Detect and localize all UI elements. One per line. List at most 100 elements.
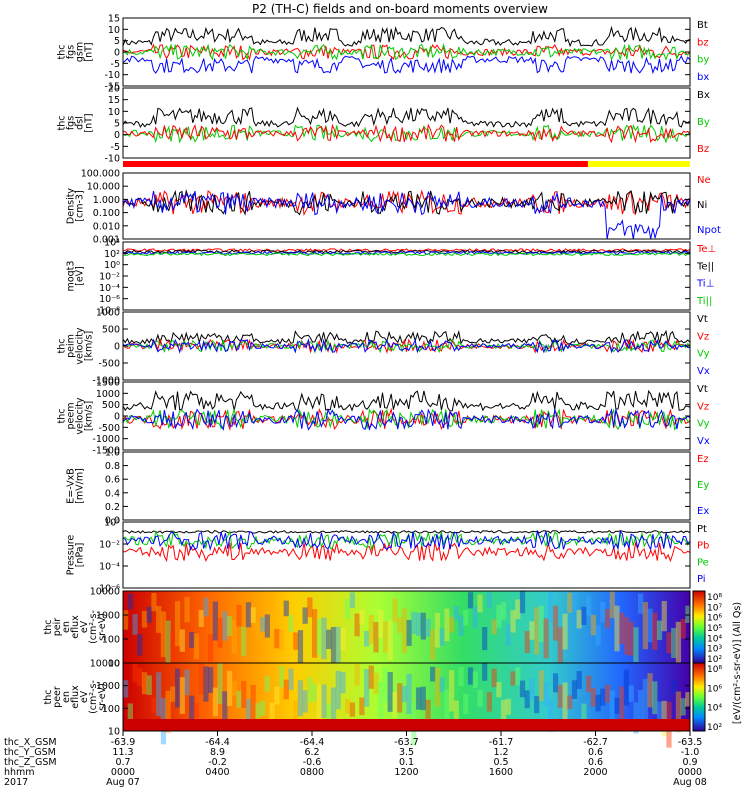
y-tick-label: -5	[111, 142, 120, 153]
y-tick-label: 15	[108, 95, 120, 106]
legend-entry-Pe: Pe	[697, 557, 709, 568]
y-axis-label: E=-VxB	[66, 468, 77, 503]
y-tick-label: -500	[98, 359, 120, 370]
spectrogram-cell	[137, 634, 143, 656]
spectrogram-cell	[642, 601, 648, 650]
spectrogram-cell	[326, 629, 332, 649]
colorbar-gradient	[692, 590, 706, 664]
legend-entry-Vt: Vt	[697, 384, 708, 395]
spectrogram-cell	[401, 685, 407, 703]
y-tick-label: 10⁰	[104, 260, 120, 271]
y-tick-label: 500	[102, 325, 120, 336]
y-axis-label: thc	[57, 45, 68, 60]
spectrogram-cell	[458, 666, 464, 687]
y-axis-label: sr-eV)	[97, 613, 108, 641]
axis-row-label: 2017	[4, 777, 28, 788]
series-line	[122, 252, 691, 257]
y-tick-label: 10⁻²	[99, 540, 120, 551]
panel-peir_spectrogram: 10000 1000 100 10 thcpeirenefluxeV(cm²-s-sr-…	[43, 587, 691, 675]
y-axis-label: (cm²-s-	[88, 610, 99, 644]
spectrogram-cell	[260, 700, 266, 716]
spectrogram-cell	[189, 695, 195, 724]
y-axis-label: [nT]	[84, 42, 95, 61]
spectrogram-cell	[123, 680, 129, 698]
y-tick-label: 10⁻⁴	[99, 562, 120, 573]
spectrogram-cell	[170, 686, 176, 702]
spectrogram-cell	[269, 702, 275, 725]
y-tick-label: 0	[114, 342, 120, 353]
spectrogram-cell	[628, 685, 634, 702]
spectrogram-cell	[548, 592, 554, 623]
legend-entry-Ne: Ne	[697, 175, 711, 186]
y-axis-label: thc	[57, 409, 68, 424]
spectrogram-cell	[274, 628, 280, 649]
spectrogram-cell	[529, 621, 535, 640]
y-axis-label: [mV/m]	[75, 468, 86, 504]
spectrogram-cell	[425, 618, 431, 637]
spectrogram-cell	[581, 703, 587, 723]
spectrogram-cell	[415, 612, 422, 636]
spectrogram-cell	[245, 698, 252, 728]
y-tick-label: 5	[114, 119, 120, 130]
spectrogram-cell	[543, 681, 549, 707]
series-line	[122, 190, 691, 240]
y-axis-label: gsm	[75, 42, 86, 62]
legend-entry-Ex: Ex	[697, 506, 709, 517]
series-line	[122, 407, 691, 431]
legend-entry-Bt: Bt	[697, 20, 708, 31]
y-tick-label: 15	[108, 14, 120, 25]
spectrogram-cell	[552, 605, 559, 641]
y-tick-label: 10⁻⁴	[99, 283, 120, 294]
panel-peem_velocity: 150010005000-500-1000-1500thcpeemvelocit…	[57, 378, 710, 457]
colorbar-tick-label: 10⁵	[707, 624, 722, 634]
spectrogram-cell	[595, 624, 601, 646]
spectrogram-cell	[411, 611, 417, 634]
mode-segment-red	[123, 161, 588, 167]
panel-frame-bg	[123, 382, 690, 450]
series-line	[122, 42, 691, 62]
spectrogram-cell	[250, 684, 256, 723]
z-gsm-value: 0.6	[588, 757, 603, 768]
y-tick-label: 10	[108, 727, 120, 738]
spectrogram-cell	[642, 678, 648, 725]
x-gsm-value: -63.9	[111, 737, 136, 748]
y-tick-label: 100	[102, 635, 120, 646]
y-axis-label: velocity	[75, 397, 86, 435]
colorbar-tick-label: 10⁸	[707, 593, 722, 603]
spectrogram-cell	[260, 617, 266, 632]
spectrogram-cell	[406, 673, 412, 714]
spectrogram-cell	[619, 686, 625, 721]
y-tick-label: 10	[108, 659, 120, 670]
y-tick-label: 0	[114, 412, 120, 423]
legend-entry-Ni: Ni	[697, 200, 707, 211]
spectrogram-cell	[198, 663, 204, 695]
spectrogram-cell	[496, 604, 502, 628]
x-gsm-value: -63.7	[394, 737, 419, 748]
spectrogram-cell	[482, 663, 488, 681]
x-gsm-value: -62.7	[583, 737, 608, 748]
y-axis-label: peer	[52, 686, 63, 708]
spectrogram-cell	[477, 594, 483, 613]
spectrogram-cell	[675, 691, 682, 733]
x-gsm-value: -64.4	[300, 737, 325, 748]
spectrogram-cell	[307, 677, 313, 703]
y-gsm-value: 8.9	[210, 747, 225, 758]
spectrogram-cell	[368, 665, 374, 689]
spectrogram-cell	[623, 669, 630, 706]
spectrogram-cell	[349, 592, 356, 608]
y-axis-label: (cm²-s-	[88, 680, 99, 714]
y-axis-label: fgs	[66, 116, 77, 130]
spectrogram-cell	[430, 629, 436, 661]
spectrogram-cell	[312, 683, 318, 702]
spectrogram-cell	[491, 668, 497, 688]
spectrogram-cell	[656, 701, 663, 731]
spectrogram-cell	[486, 692, 493, 712]
colorbar-1: 10⁸ 10⁶ 10⁴ 10²	[692, 662, 722, 733]
spectrogram-cell	[335, 626, 341, 673]
panels-layer: 151050-5-10-15thcfgsgsm[nT]Btbzbybx20151…	[43, 14, 743, 748]
y-tick-label: 20	[108, 84, 120, 95]
legend-entry-Ti⊥: Ti⊥	[696, 279, 714, 290]
spectrogram-cell	[349, 702, 356, 717]
spectrogram-cell	[638, 690, 644, 730]
